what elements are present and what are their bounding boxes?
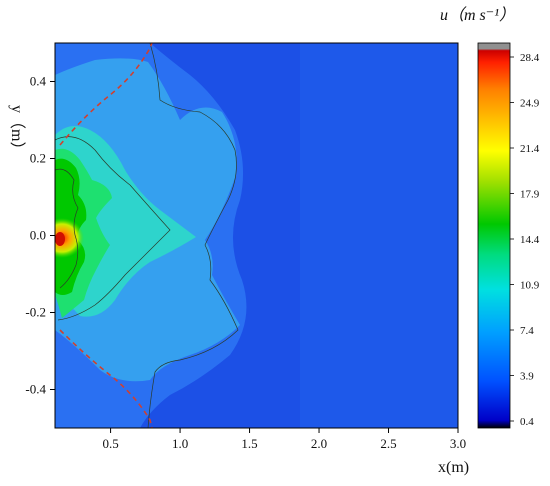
- colorbar-tick-label: 14.4: [520, 234, 540, 246]
- y-tick-label: 0.0: [30, 228, 46, 243]
- spread-boundary-lower: [59, 329, 153, 428]
- jet-core: [55, 218, 84, 258]
- colorbar-tick-label: 17.9: [520, 189, 540, 201]
- x-tick-label: 0.5: [102, 436, 118, 451]
- velocity-field: [55, 43, 458, 428]
- jet-peak: [55, 232, 65, 246]
- x-axis-label: x(m): [438, 459, 469, 476]
- x-tick-label: 2.5: [380, 436, 396, 451]
- colorbar-tick-label: 24.9: [520, 98, 540, 110]
- spread-boundary-upper: [59, 43, 153, 146]
- y-tick-label: -0.4: [25, 382, 46, 397]
- colorbar-label: u（m s⁻¹）: [440, 6, 515, 24]
- x-tick-label: 1.0: [172, 436, 188, 451]
- colorbar-tick-label: 0.4: [520, 416, 534, 428]
- x-axis-ticks: 0.5 1.0 1.5 2.0 2.5 3.0: [102, 428, 466, 451]
- y-tick-label: -0.2: [25, 305, 46, 320]
- isoline-middle: [55, 136, 171, 321]
- isoline-inner: [55, 168, 79, 289]
- colorbar-tick-label: 7.4: [520, 325, 534, 337]
- colorbar-ticks: 28.4 24.9 21.4 17.9 14.4 10.9 7.4 3.9 0.4: [510, 52, 540, 428]
- far-field-shade: [300, 43, 458, 428]
- colorbar-tick-label: 28.4: [520, 52, 540, 64]
- x-tick-label: 1.5: [241, 436, 257, 451]
- colorbar: [477, 42, 511, 429]
- colorbar-tick-label: 21.4: [520, 143, 540, 155]
- y-tick-label: 0.2: [30, 151, 46, 166]
- y-tick-label: 0.4: [30, 74, 47, 89]
- isoline-outer: [147, 43, 239, 428]
- y-axis-ticks: 0.4 0.2 0.0 -0.2 -0.4: [25, 74, 55, 397]
- colorbar-tick-label: 3.9: [520, 371, 534, 383]
- colorbar-tick-label: 10.9: [520, 280, 540, 292]
- x-tick-label: 3.0: [450, 436, 466, 451]
- y-axis-label: y（m）: [8, 105, 26, 157]
- x-tick-label: 2.0: [311, 436, 327, 451]
